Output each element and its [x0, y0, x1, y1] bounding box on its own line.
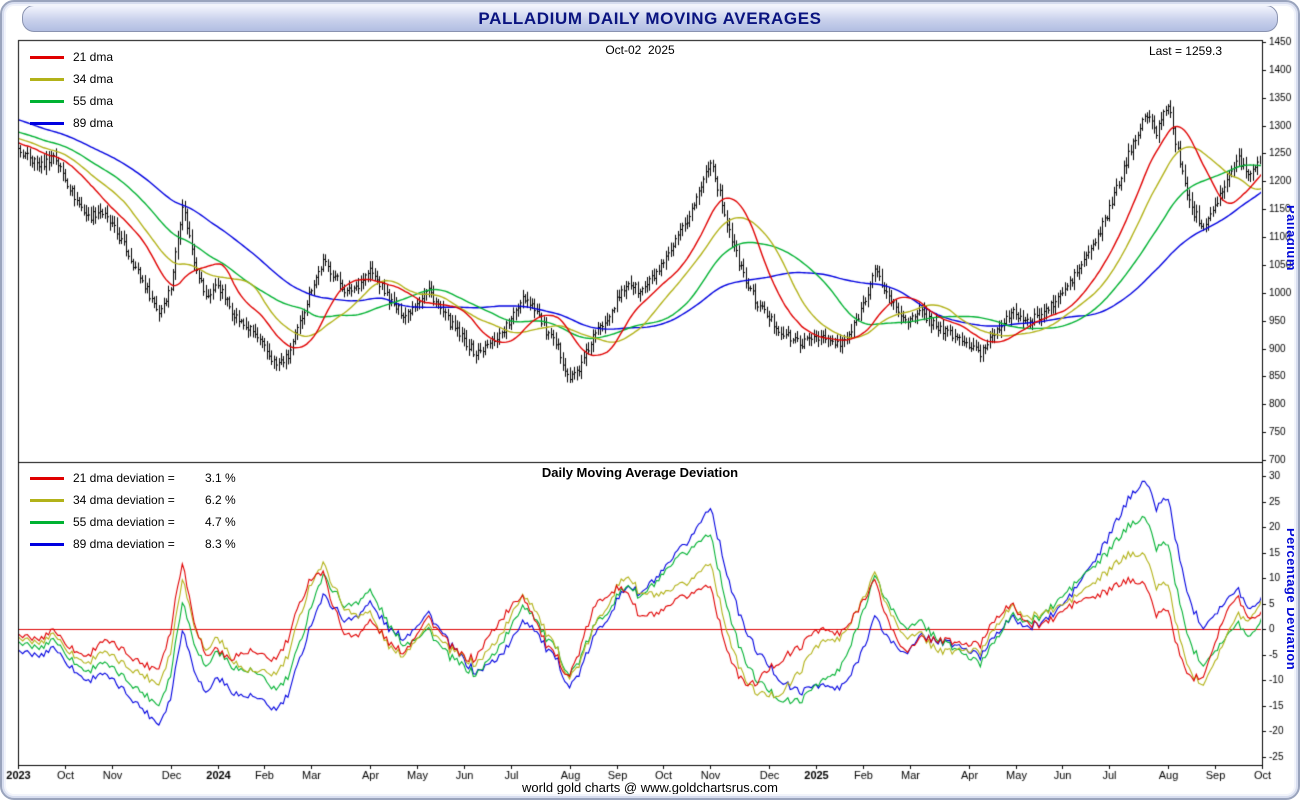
legend-value: 3.1 %	[205, 471, 236, 485]
chart-date-label: Oct-02 2025	[605, 43, 675, 57]
legend-item: 55 dma	[30, 90, 113, 112]
34dma-deviation-swatch-icon	[30, 498, 64, 502]
legend-label: 34 dma	[73, 72, 114, 86]
legend-item: 21 dma	[30, 46, 113, 68]
last-price-label: Last = 1259.3	[1148, 44, 1222, 58]
legend-label: 34 dma deviation =	[73, 493, 175, 507]
89dma-deviation-swatch-icon	[30, 542, 64, 546]
legend-value: 8.3 %	[205, 537, 236, 551]
deviation-panel-title: Daily Moving Average Deviation	[541, 465, 739, 480]
page-title: PALLADIUM DAILY MOVING AVERAGES	[478, 8, 822, 28]
21dma-swatch-icon	[30, 55, 64, 59]
price-axis-title: Palladium	[1284, 205, 1299, 271]
89dma-swatch-icon	[30, 121, 64, 125]
legend-item: 34 dma	[30, 68, 113, 90]
title-bar: PALLADIUM DAILY MOVING AVERAGES	[22, 5, 1278, 32]
legend-item: 89 dma deviation = 8.3 %	[30, 533, 236, 555]
legend-label: 21 dma deviation =	[73, 471, 175, 485]
legend-label: 55 dma	[73, 94, 114, 108]
price-legend: 21 dma 34 dma 55 dma 89 dma	[30, 46, 113, 134]
legend-item: 21 dma deviation = 3.1 %	[30, 467, 236, 489]
21dma-deviation-swatch-icon	[30, 476, 64, 480]
55dma-deviation-swatch-icon	[30, 520, 64, 524]
legend-label: 89 dma deviation =	[73, 537, 175, 551]
legend-item: 89 dma	[30, 112, 113, 134]
legend-label: 89 dma	[73, 116, 114, 130]
footer-credit: world gold charts @ www.goldchartsrus.co…	[522, 780, 778, 795]
legend-label: 55 dma deviation =	[73, 515, 175, 529]
deviation-legend: 21 dma deviation = 3.1 % 34 dma deviatio…	[30, 467, 236, 555]
deviation-axis-title: Percentage Deviation	[1284, 528, 1299, 671]
34dma-swatch-icon	[30, 77, 64, 81]
legend-value: 6.2 %	[205, 493, 236, 507]
legend-item: 34 dma deviation = 6.2 %	[30, 489, 236, 511]
legend-label: 21 dma	[73, 50, 114, 64]
legend-value: 4.7 %	[205, 515, 236, 529]
legend-item: 55 dma deviation = 4.7 %	[30, 511, 236, 533]
55dma-swatch-icon	[30, 99, 64, 103]
